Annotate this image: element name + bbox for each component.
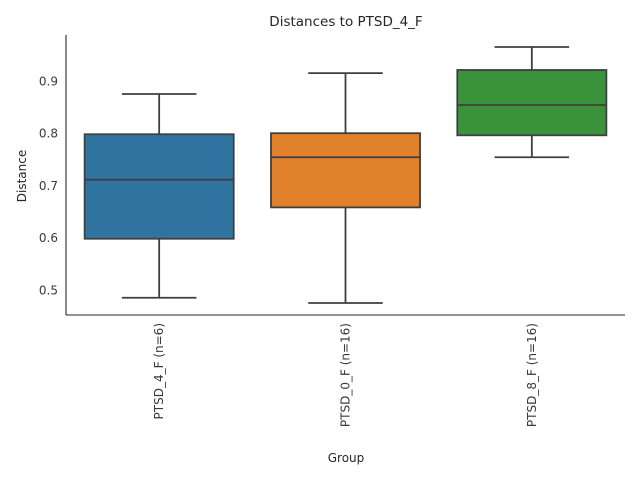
box-group bbox=[83, 93, 235, 299]
box-group bbox=[270, 72, 421, 304]
y-tick-labels: 0.5 0.6 0.7 0.8 0.9 bbox=[39, 74, 58, 297]
x-tick-label: PTSD_0_F (n=16) bbox=[339, 323, 353, 427]
box-group bbox=[456, 46, 608, 159]
x-tick-labels: PTSD_4_F (n=6) PTSD_0_F (n=16) PTSD_8_F (n… bbox=[152, 323, 539, 427]
y-axis-label: Distance bbox=[15, 150, 29, 202]
y-tick-label: 0.5 bbox=[39, 283, 58, 297]
box-iqr bbox=[83, 133, 235, 240]
chart-title: Distances to PTSD_4_F bbox=[269, 14, 422, 30]
y-tick-label: 0.6 bbox=[39, 231, 58, 245]
y-tick-label: 0.7 bbox=[39, 179, 58, 193]
y-tick-label: 0.8 bbox=[39, 127, 58, 141]
boxes bbox=[83, 46, 608, 304]
x-tick-label: PTSD_8_F (n=16) bbox=[525, 323, 539, 427]
y-tick-label: 0.9 bbox=[39, 74, 58, 88]
box-iqr bbox=[270, 132, 421, 209]
x-axis-label: Group bbox=[328, 451, 365, 465]
x-tick-label: PTSD_4_F (n=6) bbox=[152, 323, 166, 419]
box-iqr bbox=[456, 69, 608, 137]
